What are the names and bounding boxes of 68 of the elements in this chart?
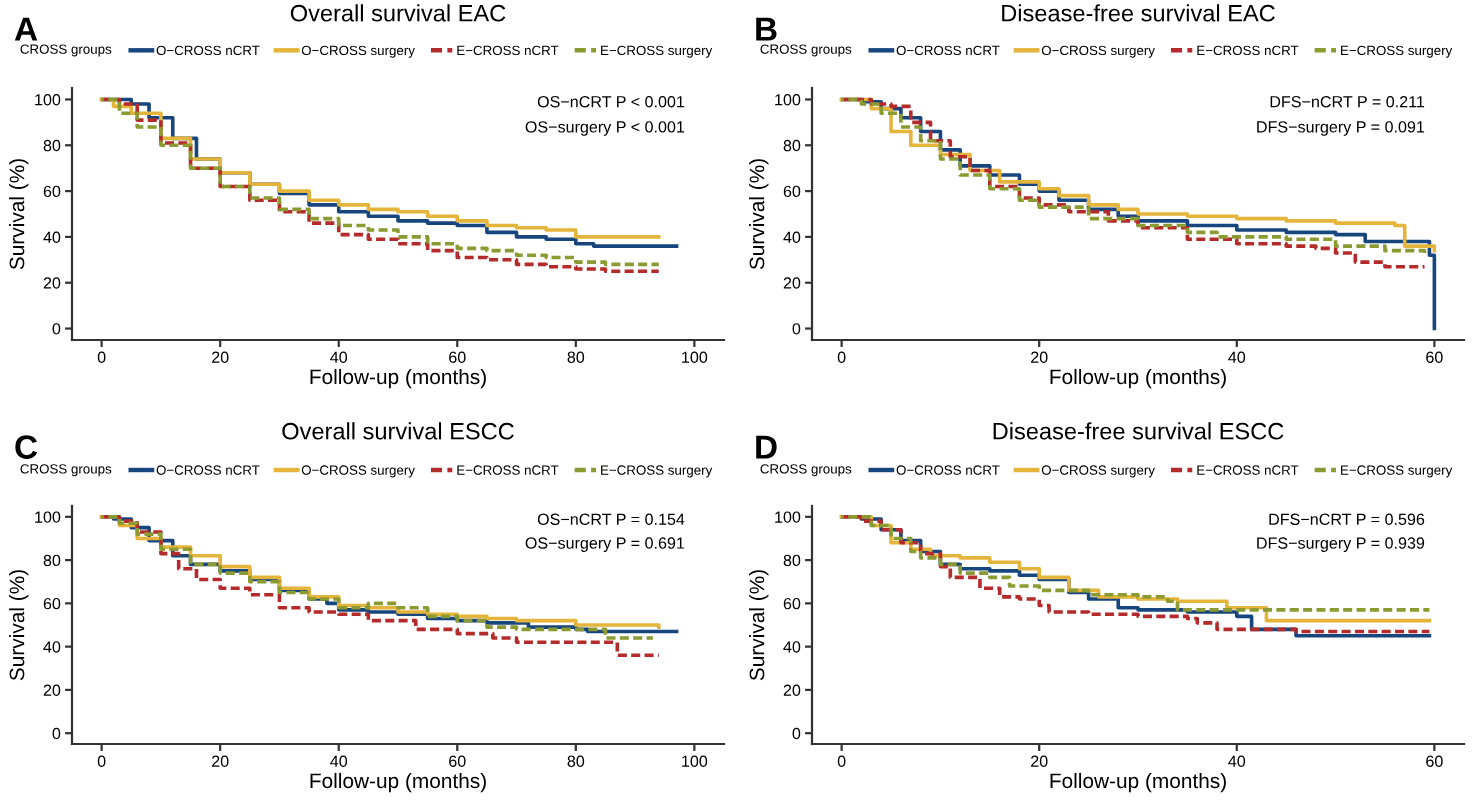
y-tick-label: 0	[792, 323, 801, 335]
y-tick-label: 60	[783, 185, 801, 198]
annotation: OS−surgery P = 0.691	[525, 537, 685, 552]
annotation: DFS−surgery P = 0.091	[1257, 121, 1425, 136]
x-tick-label: 0	[97, 755, 106, 767]
chart-title: Overall survival ESCC	[282, 422, 514, 440]
annotation: OS−surgery P < 0.001	[525, 121, 685, 136]
y-tick-label: 100	[35, 511, 61, 523]
y-tick-label: 60	[43, 185, 61, 198]
x-tick-label: 40	[1228, 755, 1246, 767]
y-tick-label: 20	[783, 684, 801, 696]
x-axis-title: Follow-up (months)	[1050, 368, 1226, 389]
text: A	[14, 17, 38, 41]
x-tick-label: 20	[212, 351, 229, 363]
x-tick-label: 100	[682, 755, 708, 767]
y-tick-label: 80	[43, 554, 61, 567]
x-tick-label: 20	[1031, 755, 1048, 767]
chart-title: Disease-free survival ESCC	[993, 422, 1284, 440]
x-tick-label: 40	[330, 351, 348, 363]
x-tick-label: 0	[97, 351, 106, 363]
y-tick-label: 20	[43, 684, 61, 696]
y-tick-label: 0	[52, 727, 61, 740]
x-tick-label: 0	[837, 351, 846, 363]
annotation: OS−nCRT P < 0.001	[537, 95, 685, 108]
chart-title: Overall survival EAC	[290, 4, 506, 22]
y-tick-label: 40	[783, 231, 801, 243]
x-tick-label: 60	[1426, 755, 1443, 767]
y-tick-label: 40	[43, 231, 61, 243]
y-tick-label: 80	[783, 139, 801, 152]
y-axis-title: Survival (%)	[9, 159, 29, 270]
y-tick-label: 60	[43, 597, 61, 610]
y-tick-label: 0	[52, 323, 61, 335]
y-tick-label: 40	[783, 641, 801, 653]
text: D	[756, 435, 777, 459]
x-axis-title: Follow-up (months)	[310, 368, 486, 389]
x-tick-label: 80	[567, 755, 585, 767]
x-tick-label: 40	[1228, 351, 1246, 363]
x-tick-label: 60	[449, 351, 466, 363]
x-tick-label: 20	[1031, 351, 1048, 363]
x-axis-title: Follow-up (months)	[1050, 772, 1226, 793]
x-tick-label: 20	[212, 755, 229, 767]
y-axis-title: Survival (%)	[9, 570, 29, 681]
y-tick-label: 100	[775, 511, 801, 523]
y-axis-title: Survival (%)	[749, 159, 769, 270]
y-tick-label: 20	[43, 277, 61, 289]
y-tick-label: 0	[792, 727, 801, 740]
y-tick-label: 80	[43, 139, 61, 152]
y-tick-label: 100	[35, 94, 61, 106]
y-tick-label: 60	[783, 597, 801, 610]
x-tick-label: 100	[682, 351, 708, 363]
annotation: DFS−nCRT P = 0.596	[1269, 513, 1425, 525]
x-tick-label: 60	[449, 755, 466, 767]
annotation: DFS−nCRT P = 0.211	[1270, 95, 1425, 108]
y-tick-label: 40	[43, 641, 61, 653]
text: C	[15, 435, 38, 459]
x-tick-label: 40	[330, 755, 348, 767]
annotation: DFS−surgery P = 0.939	[1257, 537, 1425, 552]
chart-title: Disease-free survival EAC	[1002, 4, 1275, 22]
x-tick-label: 0	[837, 755, 846, 767]
text: B	[756, 17, 777, 41]
annotation: OS−nCRT P = 0.154	[537, 513, 685, 525]
x-tick-label: 80	[567, 351, 585, 363]
y-tick-label: 80	[783, 554, 801, 567]
x-tick-label: 60	[1426, 351, 1443, 363]
x-axis-title: Follow-up (months)	[310, 772, 486, 793]
y-tick-label: 20	[783, 277, 801, 289]
y-axis-title: Survival (%)	[749, 570, 769, 681]
y-tick-label: 100	[775, 94, 801, 106]
